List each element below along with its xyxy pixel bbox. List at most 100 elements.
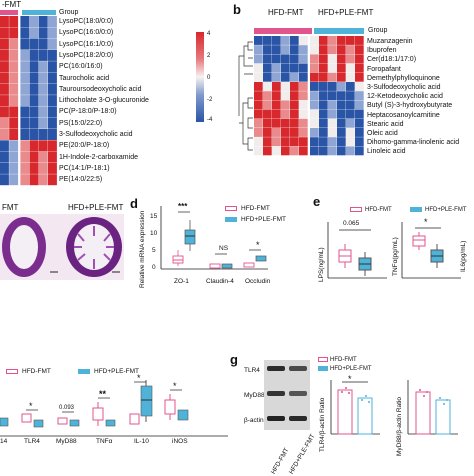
legend-swatch-ple: [225, 217, 237, 222]
heatmap-cell: [9, 49, 19, 61]
heatmap-cell: [299, 137, 308, 147]
ytick-5: 5: [152, 247, 156, 254]
box-f-myd88-ple: [69, 419, 80, 427]
heatmap-cell: [299, 45, 308, 55]
box-lps-hfd: [338, 244, 352, 268]
heatmap-cell: [9, 151, 19, 163]
box-claudin4-hfd: [209, 263, 221, 269]
heatmap-cell: [20, 95, 30, 107]
box-occludin-hfd: [243, 262, 255, 268]
box-f-0: [0, 417, 9, 427]
heatmap-cell: [328, 128, 337, 137]
heatmap-cell: [0, 174, 9, 186]
heatmap-cell: [48, 38, 57, 50]
legend-e-label-hfd: HFD-FMT: [365, 207, 392, 213]
heatmap-cell: [346, 54, 355, 64]
heatmap-cell: [310, 45, 319, 55]
heatmap-cell: [29, 83, 39, 95]
heatmap-cell: [0, 61, 9, 73]
colorbar-tick-0: 0: [207, 75, 211, 81]
heatmap-cell: [337, 118, 346, 128]
panel-d-label: d: [130, 196, 138, 211]
legend-e-swatch-hfd: [350, 207, 362, 212]
heatmap-cell: [281, 45, 290, 55]
heatmap-cell: [355, 128, 364, 137]
metabolite-b-label: 12-Ketodeoxycholic acid: [367, 93, 443, 101]
heatmap-cell: [337, 137, 346, 147]
heatmap-cell: [272, 118, 281, 128]
heatmap-cell: [346, 91, 355, 101]
colorbar-tick-neg4: -4: [207, 117, 213, 123]
heatmap-cell: [290, 118, 299, 128]
heatmap-cell: [272, 82, 281, 91]
heatmap-cell: [328, 82, 337, 91]
heatmap-cell: [254, 109, 263, 119]
heatmap-cell: [272, 91, 281, 101]
heatmap-cell: [0, 72, 9, 84]
legend-e-label-ple: HFD+PLE-FMT: [425, 207, 467, 213]
metabolite-b-label: Dihomo-gamma-linolenic acid: [367, 139, 460, 147]
heatmap-cell: [48, 72, 57, 84]
blot-label-bactin: β-actin: [244, 417, 264, 424]
heatmap-cell: [299, 146, 308, 156]
panel-g-star: *: [348, 374, 352, 384]
heatmap-cell: [319, 128, 328, 137]
heatmap-cell: [254, 45, 263, 55]
metabolite-a-label: 1H-Indole-2-carboxamide: [59, 153, 138, 161]
heatmap-cell: [355, 72, 364, 82]
xtick-f-tlr4: TLR4: [24, 438, 40, 445]
metabolite-b-label: Oleic acid: [367, 130, 398, 137]
heatmap-cell: [263, 63, 272, 73]
heatmap-cell: [263, 82, 272, 91]
metabolite-a-label: 3-Sulfodeoxycholic acid: [59, 131, 133, 138]
heatmap-cell: [38, 95, 48, 107]
heatmap-cell: [48, 162, 57, 174]
heatmap-cell: [254, 54, 263, 64]
panel-b-group-bar-ple: [314, 28, 364, 34]
heatmap-cell: [29, 72, 39, 84]
box-f-il10-ple: [140, 380, 153, 422]
panel-a-group-bar-ple: [22, 10, 56, 15]
ratio-label-tlr4: TLR4/β-actin Ratio: [319, 397, 326, 452]
heatmap-cell: [328, 137, 337, 147]
legend-e-swatch-ple: [410, 207, 422, 212]
heatmap-cell: [319, 109, 328, 119]
heatmap-cell: [20, 49, 30, 61]
heatmap-cell: [48, 95, 57, 107]
heatmap-cell: [29, 140, 39, 152]
heatmap-cell: [9, 95, 19, 107]
heatmap-cell: [38, 140, 48, 152]
heatmap-cell: [38, 83, 48, 95]
heatmap-cell: [9, 129, 19, 140]
heatmap-cell: [299, 54, 308, 64]
heatmap-cell: [263, 36, 272, 45]
heatmap-cell: [0, 140, 9, 152]
heatmap-cell: [254, 72, 263, 82]
metabolite-a-label: LysoPC(16:1/0:0): [59, 40, 114, 48]
heatmap-cell: [310, 54, 319, 64]
heatmap-cell: [0, 117, 9, 129]
heatmap-cell: [29, 129, 39, 140]
heatmap-cell: [281, 36, 290, 45]
heatmap-cell: [328, 36, 337, 45]
blot-label-tlr4: TLR4: [244, 367, 260, 374]
panel-e-boxplots: [327, 222, 461, 279]
xtick-f-0: 14: [0, 438, 8, 445]
heatmap-cell: [0, 151, 9, 163]
heatmap-cell: [29, 174, 39, 186]
heatmap-cell: [48, 129, 57, 140]
heatmap-cell: [263, 91, 272, 101]
panel-b-label: b: [233, 2, 241, 17]
heatmap-cell: [281, 128, 290, 137]
heatmap-cell: [20, 117, 30, 129]
panel-d-ylabel: Relative mRNA expression: [139, 210, 146, 288]
panel-b-group-bar-hfd: [254, 28, 312, 34]
heatmap-cell: [319, 63, 328, 73]
heatmap-cell: [290, 54, 299, 64]
heatmap-cell: [29, 49, 39, 61]
heatmap-cell: [290, 100, 299, 110]
heatmap-cell: [263, 109, 272, 119]
heatmap-cell: [272, 54, 281, 64]
heatmap-cell: [299, 72, 308, 82]
heatmap-cell: [20, 174, 30, 186]
